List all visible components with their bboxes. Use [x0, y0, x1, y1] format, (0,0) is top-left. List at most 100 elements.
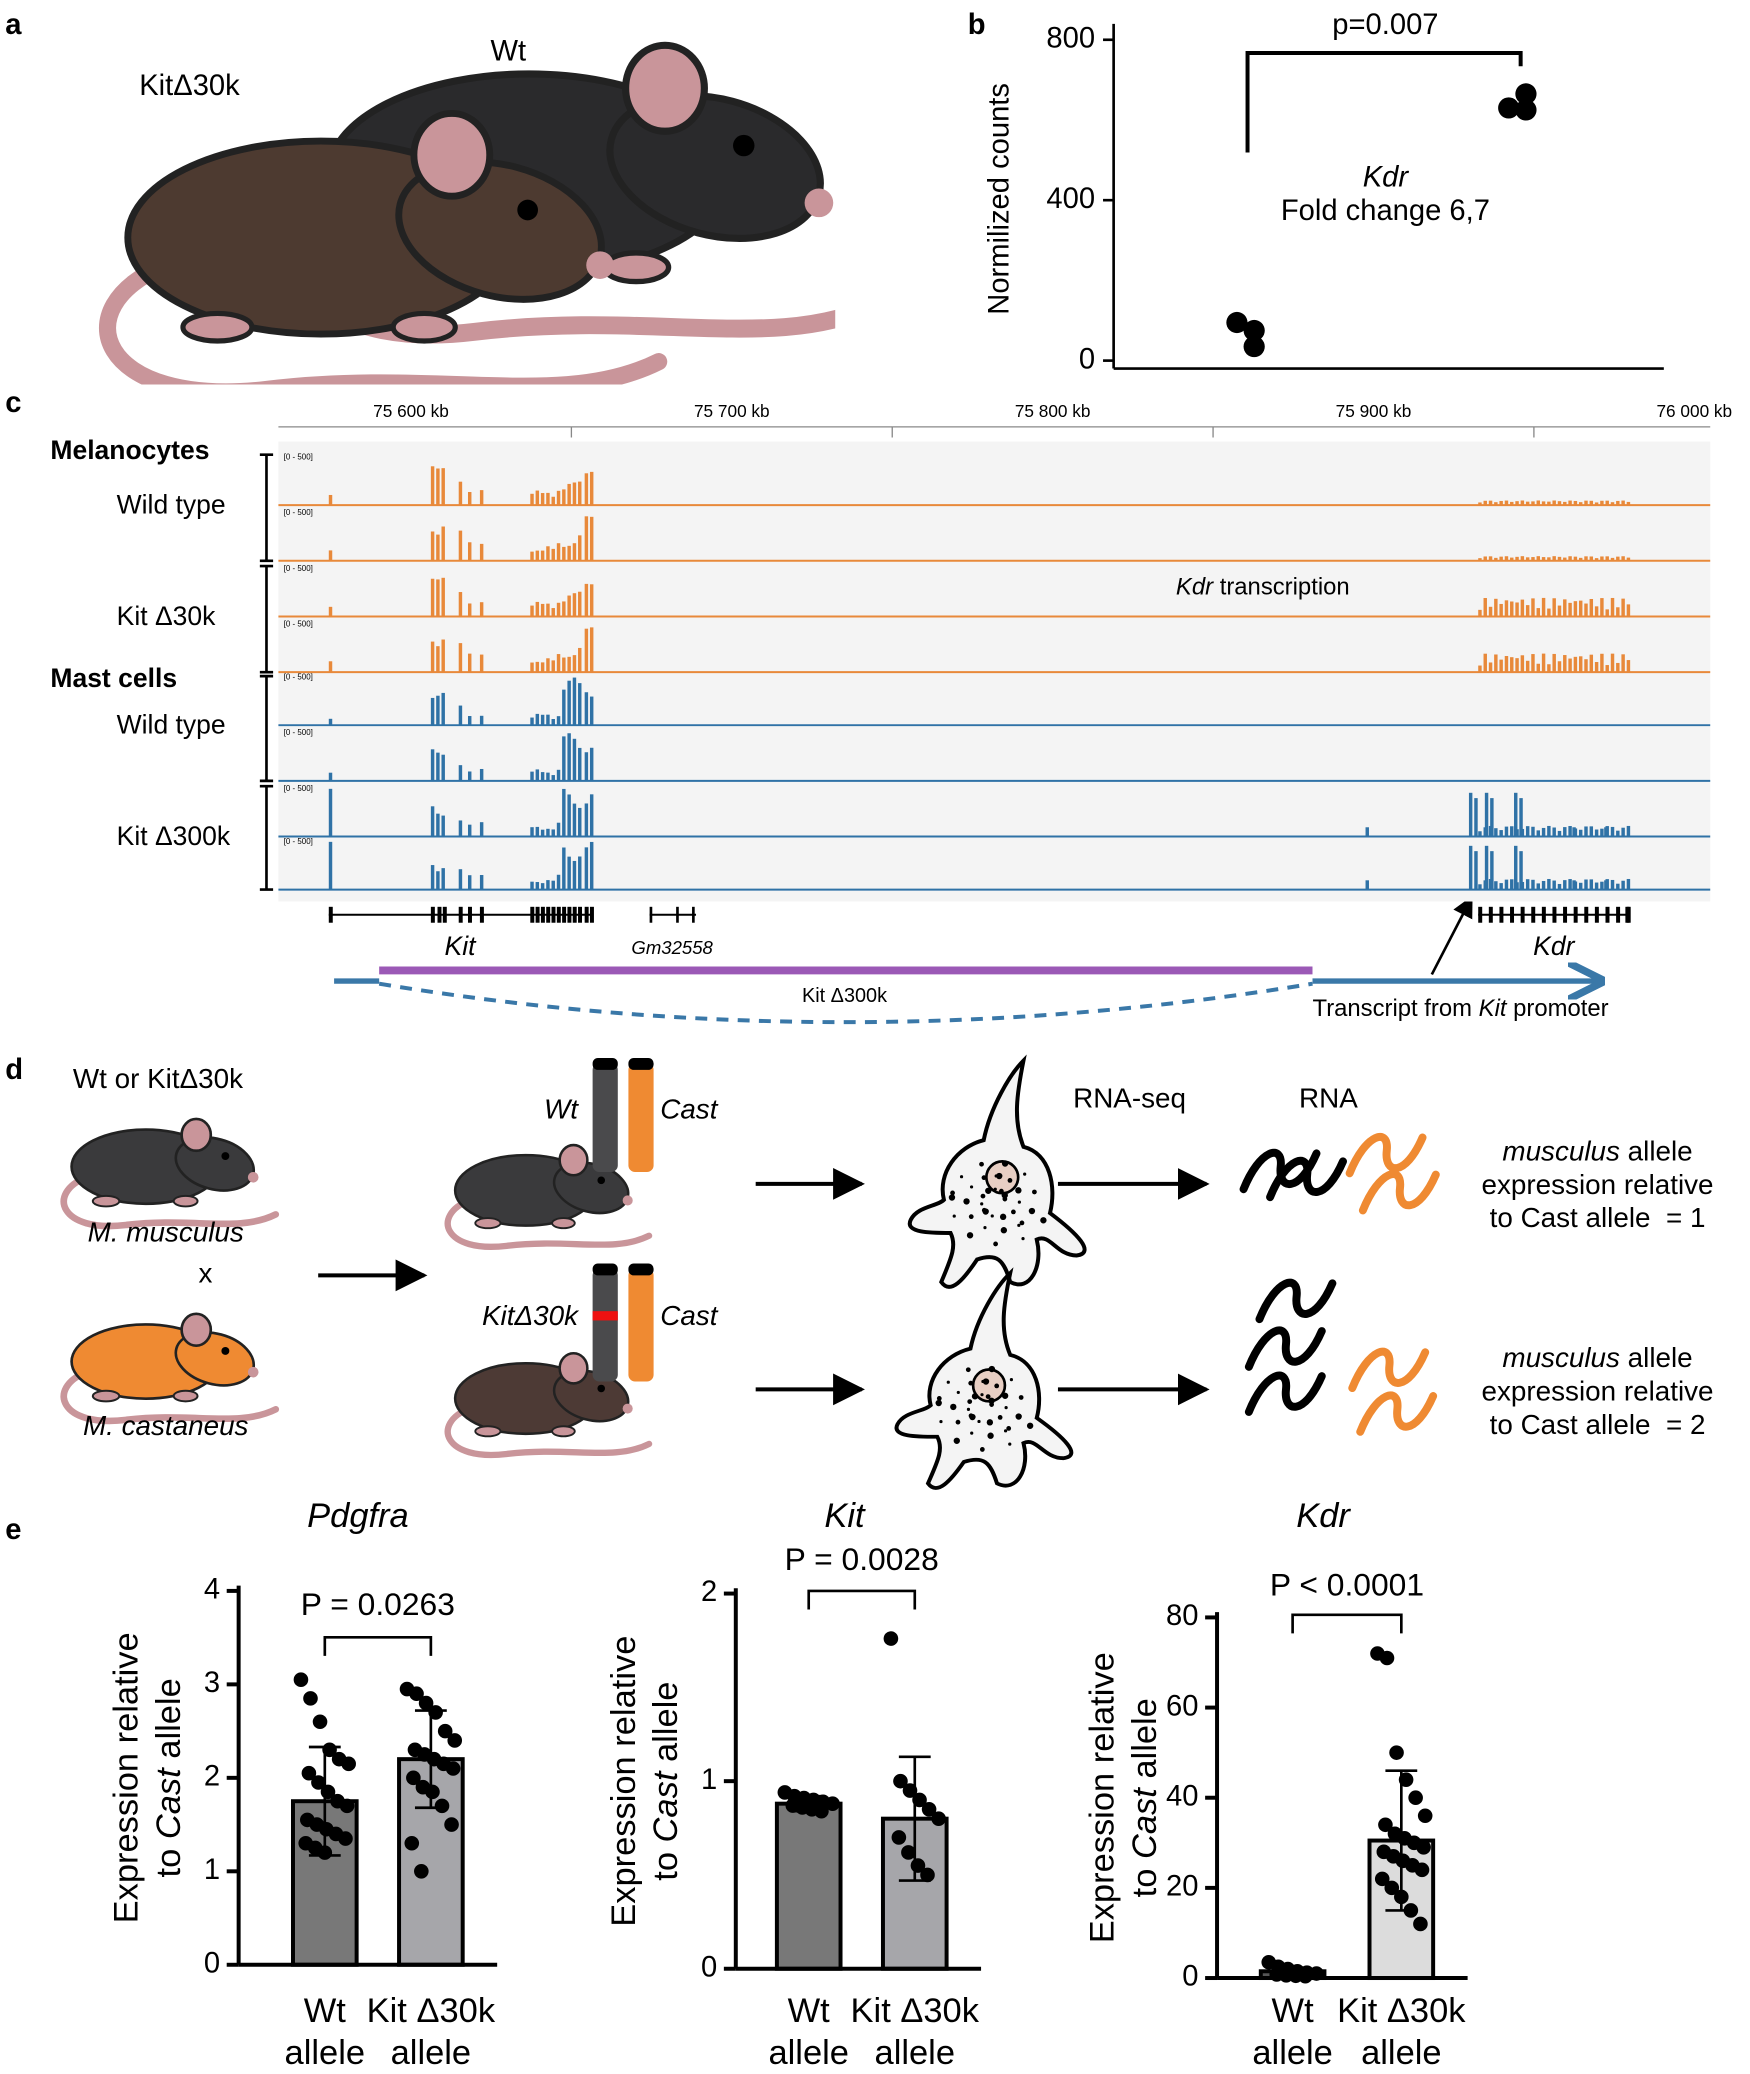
y-axis-label: Expression relative: [108, 1632, 146, 1923]
coverage-bar: [589, 696, 594, 726]
coverage-bar: [436, 468, 440, 506]
y-axis-label-part: Cast: [1126, 1787, 1164, 1859]
coverage-bar: [1494, 828, 1498, 837]
coverage-bar: [1552, 598, 1556, 617]
coverage-bar: [1610, 826, 1615, 837]
coverage-bar: [1626, 501, 1631, 506]
coverage-bar: [1578, 656, 1583, 673]
coverage-bar: [1589, 826, 1594, 837]
coverage-bar: [1589, 598, 1594, 617]
coverage-bar: [1621, 500, 1625, 506]
coverage-bar: [479, 875, 484, 890]
coverage-bar: [1519, 798, 1523, 837]
data-point: [406, 1770, 421, 1786]
coverage-bar: [572, 677, 577, 726]
granule: [1023, 1172, 1027, 1176]
track-range: [0 - 500]: [284, 837, 313, 846]
granule: [983, 1226, 987, 1230]
y-axis-label-part: to: [1126, 1859, 1164, 1897]
coverage-bar: [1531, 557, 1535, 561]
allele-label: Cast: [660, 1300, 718, 1331]
coverage-bar: [1478, 558, 1482, 561]
coverage-bar: [1604, 880, 1608, 890]
gene-label: Kit: [445, 931, 478, 961]
granule: [968, 1214, 974, 1220]
result-line: expression relative: [1482, 1376, 1714, 1407]
granule: [1015, 1413, 1022, 1420]
coverage-bar: [1578, 600, 1583, 617]
coverage-bar: [1594, 558, 1599, 561]
coverage-bar: [567, 856, 571, 890]
coverage-bar: [1488, 500, 1493, 506]
data-point: [322, 1742, 337, 1758]
group-label: Mast cells: [50, 663, 177, 693]
granule: [956, 1390, 960, 1394]
y-tick-label: 0: [204, 1947, 220, 1979]
diagram-shapes: [64, 1057, 1436, 1491]
coverage-track: [328, 841, 1631, 890]
fold-change: Fold change 6,7: [1281, 195, 1490, 227]
coverage-bar: [1621, 880, 1625, 890]
coverage-bar: [562, 546, 566, 561]
exon: [1531, 906, 1536, 923]
exon: [546, 906, 551, 923]
granule: [1004, 1406, 1008, 1410]
coverage-bar: [1478, 831, 1482, 837]
coverage-bar: [1514, 792, 1518, 837]
coverage-bar: [1589, 500, 1594, 506]
track-range: [0 - 500]: [284, 784, 313, 793]
coverage-bar: [1610, 653, 1615, 673]
coverage-bar: [530, 827, 534, 837]
coverage-bar: [584, 516, 589, 561]
coverage-bar: [1494, 654, 1498, 673]
granule: [981, 1175, 987, 1181]
coverage-bar: [589, 471, 594, 506]
coverage-bar: [1483, 556, 1487, 561]
result-line: musculus allele: [1502, 1343, 1692, 1374]
coverage-bar: [1626, 660, 1631, 673]
granule: [989, 1398, 993, 1402]
coverage-bar: [589, 516, 594, 561]
coverage-bar: [1520, 500, 1525, 506]
granule: [969, 1413, 976, 1421]
exon: [328, 906, 333, 923]
granule: [990, 1214, 994, 1218]
coverage-bar: [572, 803, 577, 837]
exon: [1573, 906, 1578, 923]
coverage-bar: [436, 813, 440, 837]
coverage-bar: [1547, 878, 1551, 890]
coverage-bar: [1515, 556, 1519, 561]
coverage-bar: [1616, 607, 1620, 617]
coverage-bar: [1563, 880, 1567, 890]
data-point: [339, 1798, 355, 1814]
y-axis-label: Normilized counts: [984, 83, 1016, 315]
coverage-bar: [1605, 665, 1609, 673]
y-axis-label-part: Cast: [647, 1770, 685, 1842]
granule: [1001, 1392, 1009, 1399]
coverage-track: [328, 733, 594, 781]
coverage-bar: [1552, 556, 1556, 561]
granule: [996, 1172, 1003, 1180]
exon: [1510, 906, 1515, 923]
coverage-bar: [1600, 828, 1604, 837]
coverage-bar: [1547, 825, 1551, 837]
y-axis-label-part: allele: [150, 1678, 188, 1768]
coverage-bar: [535, 882, 540, 890]
granule: [955, 1419, 961, 1425]
granule: [993, 1241, 998, 1247]
coverage-bar: [556, 769, 561, 781]
exon: [1605, 906, 1610, 923]
coverage-bar: [430, 697, 435, 726]
coverage-bar: [1490, 851, 1494, 890]
species-label: M. musculus: [88, 1217, 244, 1248]
granule: [1028, 1207, 1036, 1215]
data-point: [311, 1775, 326, 1790]
coverage-bar: [567, 733, 571, 781]
coverage-bar: [1520, 655, 1525, 673]
coverage-bar: [1584, 603, 1588, 617]
coverage-bar: [556, 654, 561, 673]
coverage-bar: [578, 747, 582, 781]
coverage-bar: [1483, 653, 1487, 673]
coverage-bar: [1584, 556, 1588, 561]
granule: [1017, 1223, 1021, 1227]
